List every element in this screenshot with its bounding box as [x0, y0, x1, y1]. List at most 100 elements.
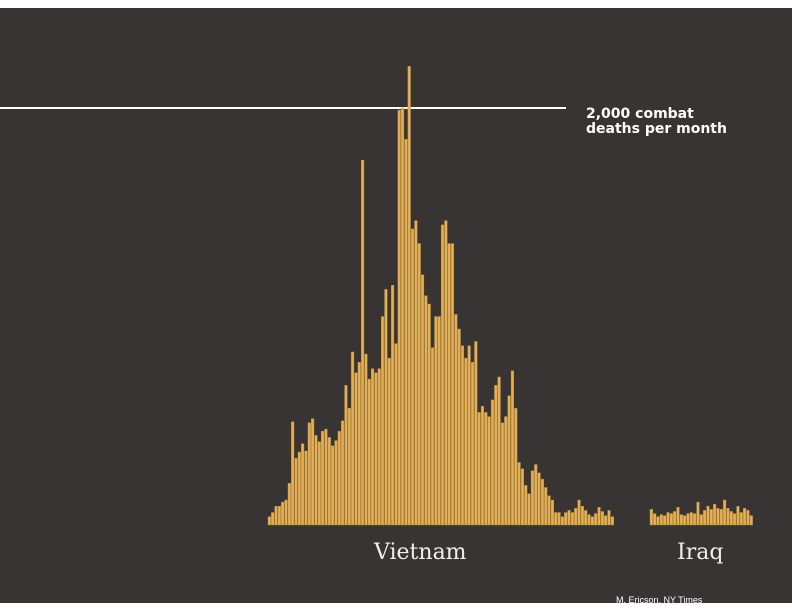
- vietnam-bar: [311, 418, 315, 526]
- vietnam-bar: [301, 443, 305, 526]
- iraq-bar: [713, 503, 717, 526]
- vietnam-bar: [351, 351, 355, 526]
- vietnam-bar: [610, 516, 614, 526]
- vietnam-bar: [547, 495, 551, 526]
- vietnam-bar: [361, 159, 365, 526]
- vietnam-bar: [544, 487, 548, 526]
- vietnam-bar: [347, 408, 351, 526]
- vietnam-bar: [321, 430, 325, 526]
- vietnam-bar: [404, 139, 408, 526]
- vietnam-bar: [524, 485, 528, 526]
- vietnam-bar: [454, 314, 458, 526]
- iraq-bar: [749, 515, 753, 526]
- iraq-bar: [649, 509, 653, 526]
- vietnam-bar: [374, 372, 378, 526]
- vietnam-bar: [477, 412, 481, 526]
- iraq-bar: [656, 516, 660, 526]
- vietnam-bar: [420, 274, 425, 526]
- vietnam-bar: [554, 512, 558, 526]
- vietnam-bar: [267, 516, 271, 526]
- vietnam-bar: [387, 358, 391, 526]
- vietnam-bar: [354, 372, 358, 526]
- vietnam-bar: [520, 468, 524, 526]
- vietnam-bar: [510, 370, 514, 526]
- iraq-bar: [733, 513, 737, 526]
- vietnam-bar: [324, 428, 328, 526]
- iraq-bar: [716, 508, 720, 526]
- vietnam-bar: [424, 295, 428, 526]
- vietnam-bar: [584, 510, 588, 526]
- vietnam-bar: [401, 107, 405, 526]
- vietnam-bar: [474, 341, 478, 526]
- vietnam-bar: [284, 499, 288, 526]
- credit-text: M. Ericson, NY Times: [616, 595, 703, 605]
- chart-svg: [0, 66, 753, 526]
- iraq-bar: [683, 515, 687, 526]
- vietnam-bar: [427, 303, 431, 526]
- vietnam-bar: [577, 499, 581, 526]
- vietnam-bar: [344, 385, 348, 526]
- iraq-bar: [676, 507, 680, 526]
- vietnam-bar: [607, 510, 611, 526]
- vietnam-bar: [580, 506, 584, 526]
- vietnam-bar: [444, 220, 448, 526]
- iraq-label: Iraq: [677, 540, 724, 565]
- vietnam-bar: [314, 435, 318, 526]
- vietnam-bar: [507, 395, 511, 526]
- vietnam-bar: [514, 408, 518, 526]
- vietnam-bar: [341, 420, 345, 526]
- vietnam-bar: [410, 228, 415, 526]
- iraq-bars: [649, 499, 753, 526]
- vietnam-bars: [267, 66, 614, 526]
- vietnam-bar: [530, 470, 534, 526]
- vietnam-bar: [494, 385, 498, 526]
- vietnam-bar: [597, 507, 601, 526]
- vietnam-bar: [334, 440, 338, 526]
- vietnam-bar: [297, 451, 301, 526]
- vietnam-bar: [417, 243, 421, 526]
- iraq-bar: [739, 512, 743, 526]
- iraq-bar: [679, 514, 683, 526]
- vietnam-bar: [590, 516, 594, 526]
- iraq-bar: [673, 511, 677, 526]
- vietnam-bar: [381, 316, 385, 526]
- vietnam-bar: [467, 345, 471, 526]
- vietnam-bar: [287, 483, 291, 526]
- vietnam-bar: [517, 462, 521, 526]
- vietnam-bar: [564, 512, 568, 526]
- vietnam-bar: [397, 109, 401, 526]
- vietnam-bar: [414, 220, 418, 526]
- vietnam-bar: [457, 328, 461, 526]
- vietnam-bar: [430, 347, 435, 526]
- vietnam-bar: [434, 316, 438, 526]
- vietnam-bar: [377, 368, 381, 526]
- vietnam-bar: [600, 511, 604, 526]
- iraq-bar: [666, 512, 670, 526]
- vietnam-bar: [480, 405, 485, 526]
- reference-label-line1: 2,000 combat: [586, 106, 694, 122]
- vietnam-bar: [470, 362, 475, 526]
- iraq-bar: [663, 515, 667, 526]
- vietnam-bar: [574, 508, 578, 526]
- vietnam-bar: [497, 376, 501, 526]
- vietnam-bar: [567, 510, 571, 526]
- vietnam-bar: [364, 353, 368, 526]
- iraq-bar: [686, 513, 690, 526]
- vietnam-bar: [450, 243, 455, 526]
- vietnam-bar: [337, 430, 341, 526]
- iraq-bar: [659, 514, 663, 526]
- iraq-bar: [653, 513, 657, 526]
- iraq-bar: [706, 506, 710, 526]
- iraq-bar: [689, 512, 693, 526]
- iraq-bar: [729, 511, 733, 526]
- vietnam-bar: [490, 399, 495, 526]
- vietnam-bar: [331, 445, 335, 526]
- iraq-bar: [669, 513, 673, 526]
- vietnam-bar: [371, 368, 375, 526]
- vietnam-bar: [464, 358, 468, 526]
- iraq-bar: [703, 510, 707, 526]
- vietnam-bar: [570, 512, 574, 526]
- vietnam-bar: [281, 501, 285, 526]
- vietnam-bar: [540, 478, 544, 526]
- vietnam-label: Vietnam: [374, 540, 467, 565]
